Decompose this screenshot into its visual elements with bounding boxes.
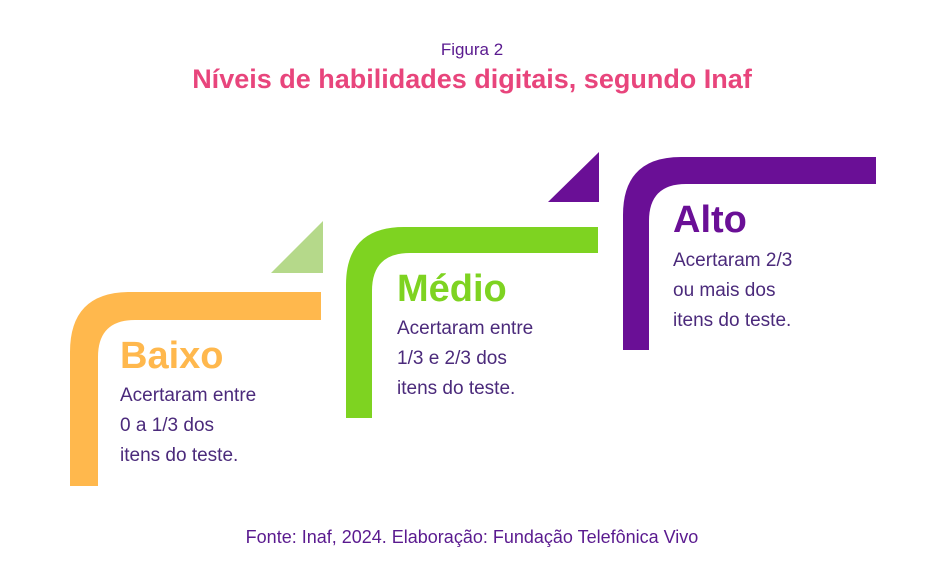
figure-label: Figura 2 <box>440 40 504 59</box>
description-line: ou mais dos <box>673 280 776 301</box>
level-description-baixo: Acertaram entre 0 a 1/3 dos itens do tes… <box>120 381 256 471</box>
level-name-medio: Médio <box>397 268 507 310</box>
description-line: itens do teste. <box>397 378 516 399</box>
step-medio-shape <box>346 227 598 418</box>
connector-triangle-baixo <box>271 221 323 273</box>
level-name-baixo: Baixo <box>120 335 224 377</box>
description-line: Acertaram entre <box>397 318 534 339</box>
level-name-alto: Alto <box>673 199 747 241</box>
step-baixo-shape <box>70 292 321 486</box>
level-description-medio: Acertaram entre 1/3 e 2/3 dos itens do t… <box>397 314 533 404</box>
description-line: Acertaram 2/3 <box>673 250 793 271</box>
description-line: 1/3 e 2/3 dos <box>397 348 507 369</box>
description-line: itens do teste. <box>120 445 239 466</box>
level-description-alto: Acertaram 2/3 ou mais dos itens do teste… <box>673 246 792 336</box>
description-line: itens do teste. <box>673 310 792 331</box>
description-line: Acertaram entre <box>120 385 257 406</box>
description-line: 0 a 1/3 dos <box>120 415 215 436</box>
step-alto-shape <box>623 157 876 350</box>
connector-triangle-medio <box>548 152 599 202</box>
figure-title: Níveis de habilidades digitais, segundo … <box>192 64 752 94</box>
source-note: Fonte: Inaf, 2024. Elaboração: Fundação … <box>245 527 699 547</box>
